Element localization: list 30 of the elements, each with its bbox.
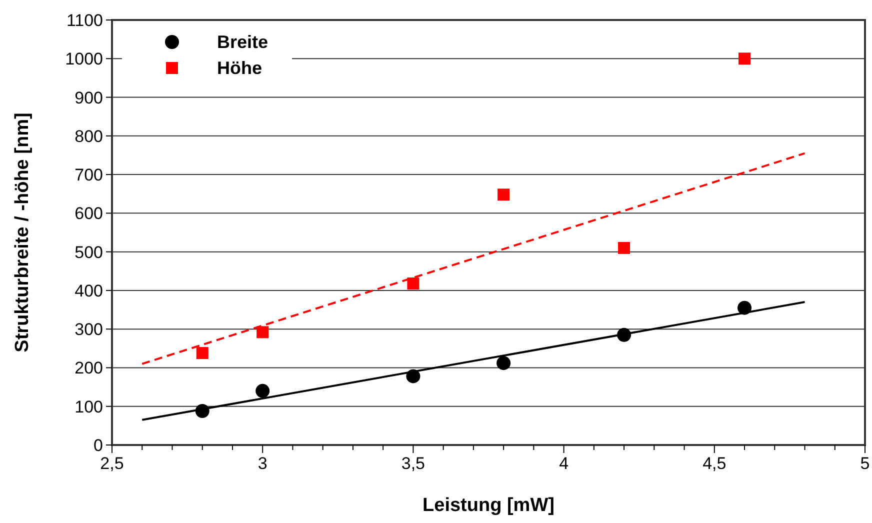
y-tick-label: 100 bbox=[74, 397, 103, 416]
point bbox=[618, 242, 630, 254]
y-tick-label: 1000 bbox=[65, 50, 103, 69]
point bbox=[256, 384, 270, 398]
y-tick-label: 1100 bbox=[66, 11, 103, 30]
point bbox=[256, 326, 269, 338]
y-tick-label: 200 bbox=[74, 358, 103, 378]
x-tick-label: 3,5 bbox=[401, 454, 426, 473]
point bbox=[407, 278, 420, 290]
y-tick-label: 400 bbox=[74, 281, 103, 300]
x-tick-label: 5 bbox=[860, 454, 870, 473]
legend-label: Breite bbox=[217, 32, 268, 52]
y-tick-label: 800 bbox=[74, 126, 103, 146]
x-tick-label: 2,5 bbox=[100, 454, 124, 473]
legend-label: Höhe bbox=[217, 58, 262, 78]
x-tick-label: 4 bbox=[559, 454, 569, 473]
y-tick-label: 500 bbox=[74, 242, 103, 262]
x-tick-label: 4,5 bbox=[702, 454, 726, 473]
y-tick-label: 700 bbox=[74, 166, 103, 185]
y-tick-label: 0 bbox=[94, 436, 103, 455]
point bbox=[496, 356, 511, 370]
y-tick-label: 300 bbox=[74, 320, 103, 340]
point bbox=[738, 52, 751, 65]
point bbox=[196, 347, 208, 360]
x-axis-title: Leistung [mW] bbox=[422, 495, 554, 516]
point bbox=[498, 188, 510, 201]
x-tick-label: 3 bbox=[258, 454, 268, 473]
y-tick-label: 600 bbox=[74, 204, 103, 224]
y-axis-title: Strukturbreite / -höhe [nm] bbox=[12, 112, 33, 352]
y-tick-label: 900 bbox=[74, 88, 103, 108]
